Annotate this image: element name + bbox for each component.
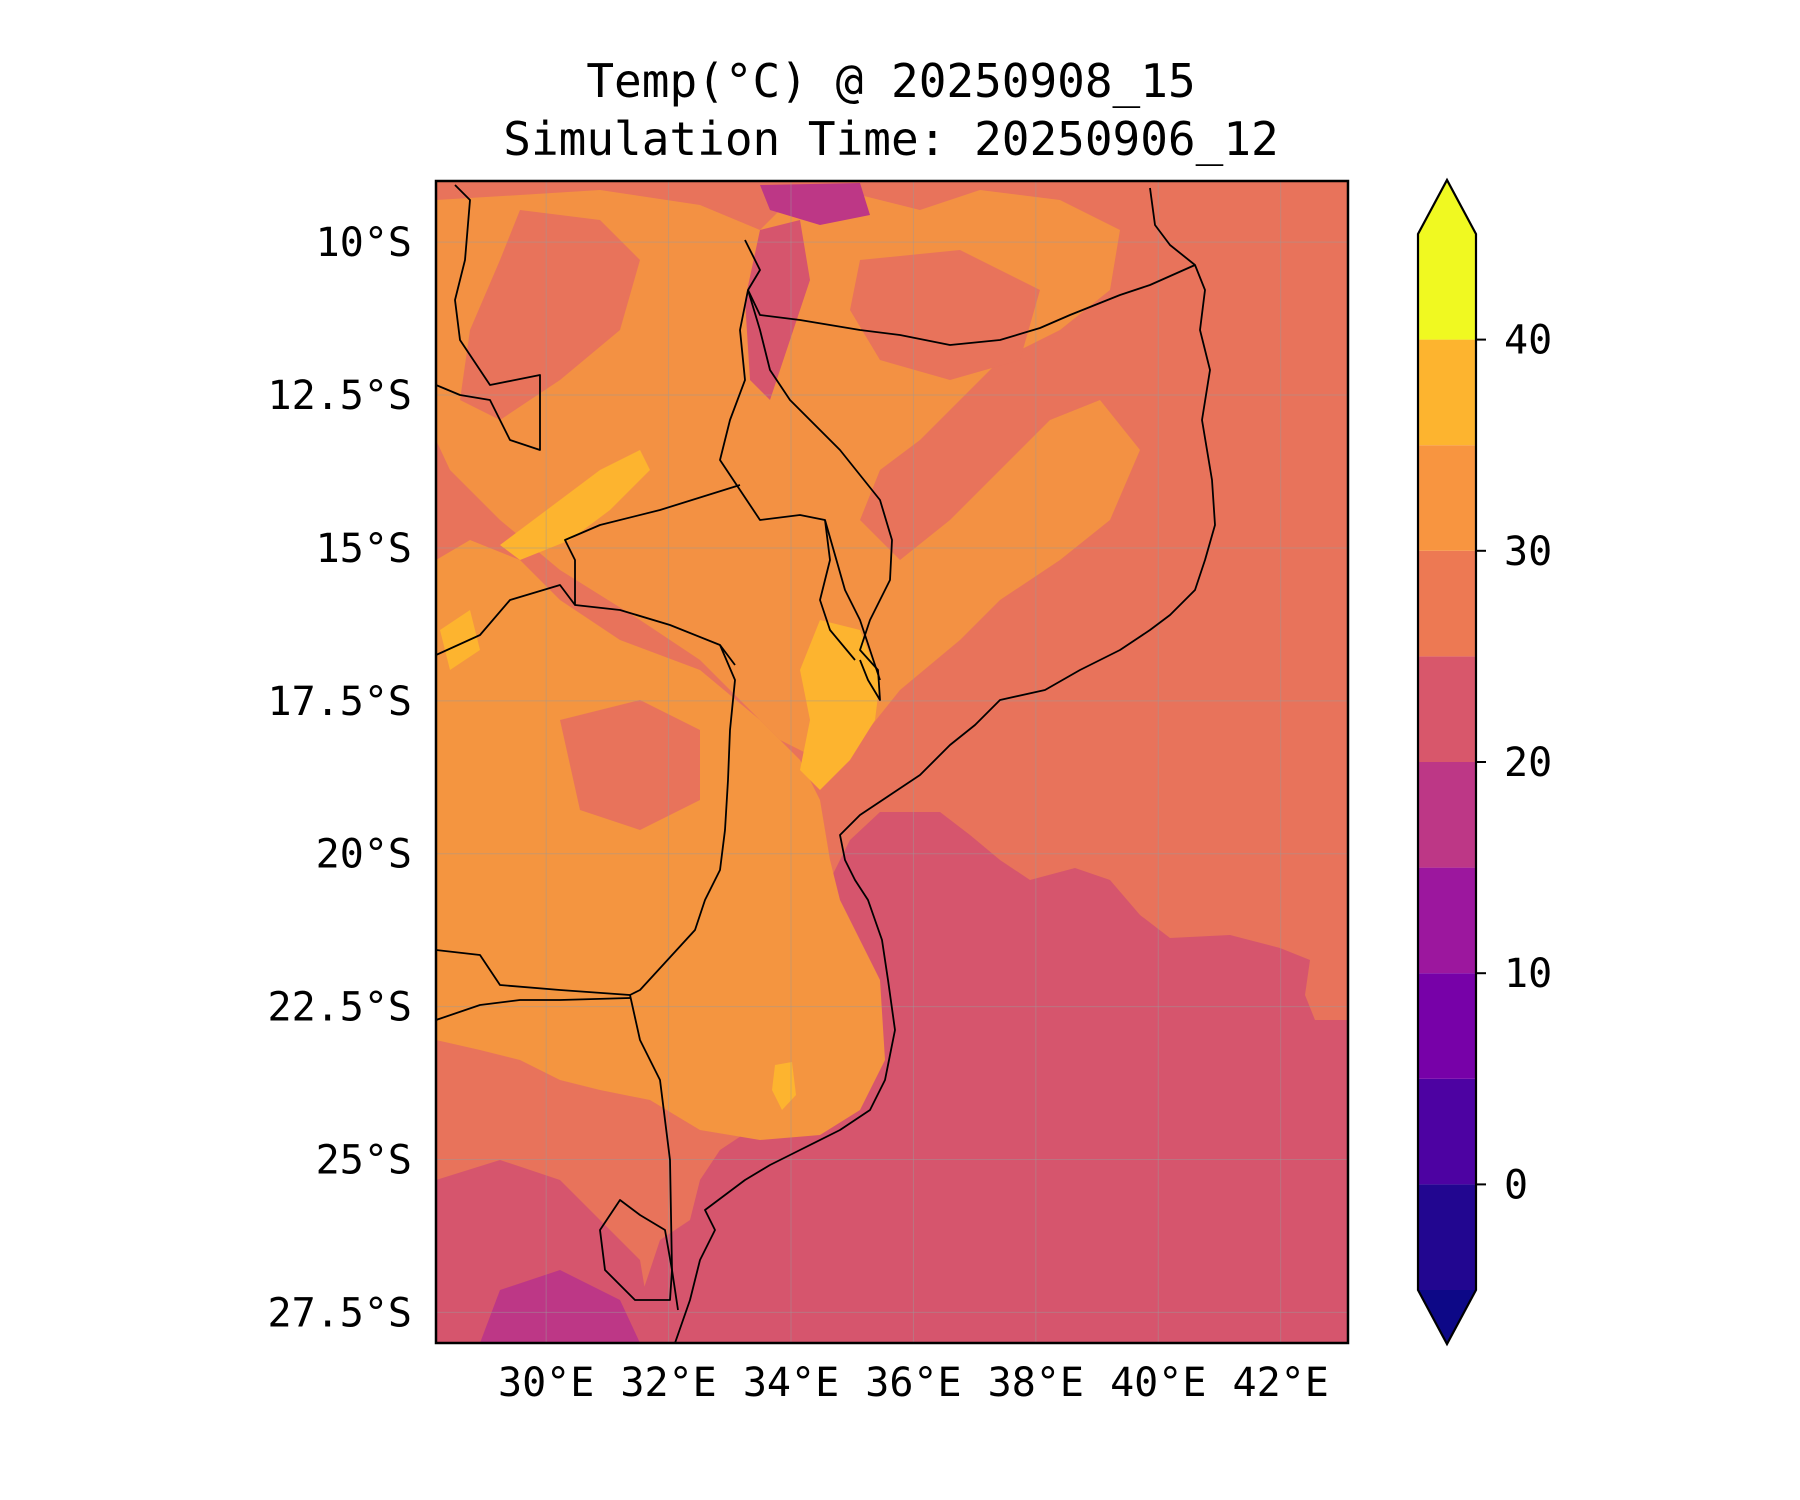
northern-cold-spot [760, 183, 870, 225]
lat-tick-label: 10°S [316, 220, 412, 266]
zambezi-hot-region [800, 620, 880, 790]
colorbar-segment [1418, 656, 1476, 762]
tanzania-mozambique-border [747, 264, 1196, 346]
lat-tick-label: 22.5°S [268, 985, 413, 1031]
colorbar-tick-label: 20 [1504, 740, 1552, 786]
lat-tick-label: 20°S [316, 832, 412, 878]
colorbar-segment [1418, 234, 1476, 340]
colorbar-outline [1416, 177, 1478, 1347]
lake-malawi-shore [747, 289, 893, 701]
colorbar-segment [1418, 1078, 1476, 1185]
colorbar-segment [1418, 339, 1476, 446]
lon-tick-label: 42°E [1233, 1360, 1329, 1406]
zambia-border-north [436, 184, 541, 451]
colorbar-extend-under [1418, 1290, 1476, 1344]
colorbar-segment [1418, 550, 1476, 657]
lon-tick-marks: 30°E 32°E 34°E 36°E 38°E 40°E 42°E [498, 1360, 1329, 1406]
lat-tick-label: 27.5°S [268, 1290, 413, 1336]
highland-cool-region [460, 210, 640, 420]
map-title: Temp(°C) @ 20250908_15 [586, 54, 1195, 108]
malawi-highlands-cool [745, 220, 810, 400]
lon-tick-label: 30°E [498, 1360, 594, 1406]
coastline [674, 187, 1216, 1343]
lake-malawi-south-loop [824, 519, 881, 681]
lat-tick-label: 12.5°S [268, 373, 413, 419]
land-warm-region [436, 540, 885, 1140]
highland-cool-region-2 [850, 250, 1040, 380]
southwest-cold-spot [480, 1270, 640, 1343]
lat-tick-label: 17.5°S [268, 679, 413, 725]
highland-cool-region-3 [560, 700, 700, 830]
lon-tick-label: 40°E [1110, 1360, 1206, 1406]
grid-lines [436, 181, 1348, 1343]
map-subtitle: Simulation Time: 20250906_12 [503, 112, 1278, 166]
colorbar-tick-label: 30 [1504, 529, 1552, 575]
zambia-mozambique-border [564, 484, 741, 666]
colorbar-tick-label: 0 [1504, 1162, 1528, 1208]
colorbar-segment [1418, 762, 1476, 868]
country-borders [436, 184, 1216, 1343]
eswatini-border [599, 1199, 673, 1301]
lat-tick-label: 25°S [316, 1138, 412, 1184]
lon-tick-label: 38°E [988, 1360, 1084, 1406]
lon-tick-label: 32°E [620, 1360, 716, 1406]
map-frame [434, 179, 1350, 1345]
lat-tick-label: 15°S [316, 526, 412, 572]
lat-tick-marks: 10°S 12.5°S 15°S 17.5°S 20°S 22.5°S 25°S 27.5°S [268, 220, 413, 1336]
western-hot-spot [440, 610, 480, 670]
luangwa-hot-region [500, 450, 650, 560]
map-panel [436, 181, 1348, 1343]
colorbar-segment [1418, 445, 1476, 551]
southern-hot-spot [772, 1062, 796, 1110]
colorbar-tick-label: 40 [1504, 318, 1552, 364]
botswana-border [436, 949, 631, 996]
colorbar-segment [1418, 973, 1476, 1079]
colorbar-segment [1418, 1184, 1476, 1290]
colorbar-extend-over [1418, 180, 1476, 234]
colorbar-segment [1418, 867, 1476, 974]
south-africa-border [436, 997, 631, 1021]
lon-tick-label: 34°E [743, 1360, 839, 1406]
malawi-west-border [719, 239, 856, 661]
lon-tick-label: 36°E [865, 1360, 961, 1406]
colorbar: 0 10 20 30 40 [1416, 177, 1552, 1347]
zimbabwe-mozambique-border [629, 644, 736, 1311]
zambia-zimbabwe-border [436, 584, 576, 656]
colorbar-tick-label: 10 [1504, 951, 1552, 997]
